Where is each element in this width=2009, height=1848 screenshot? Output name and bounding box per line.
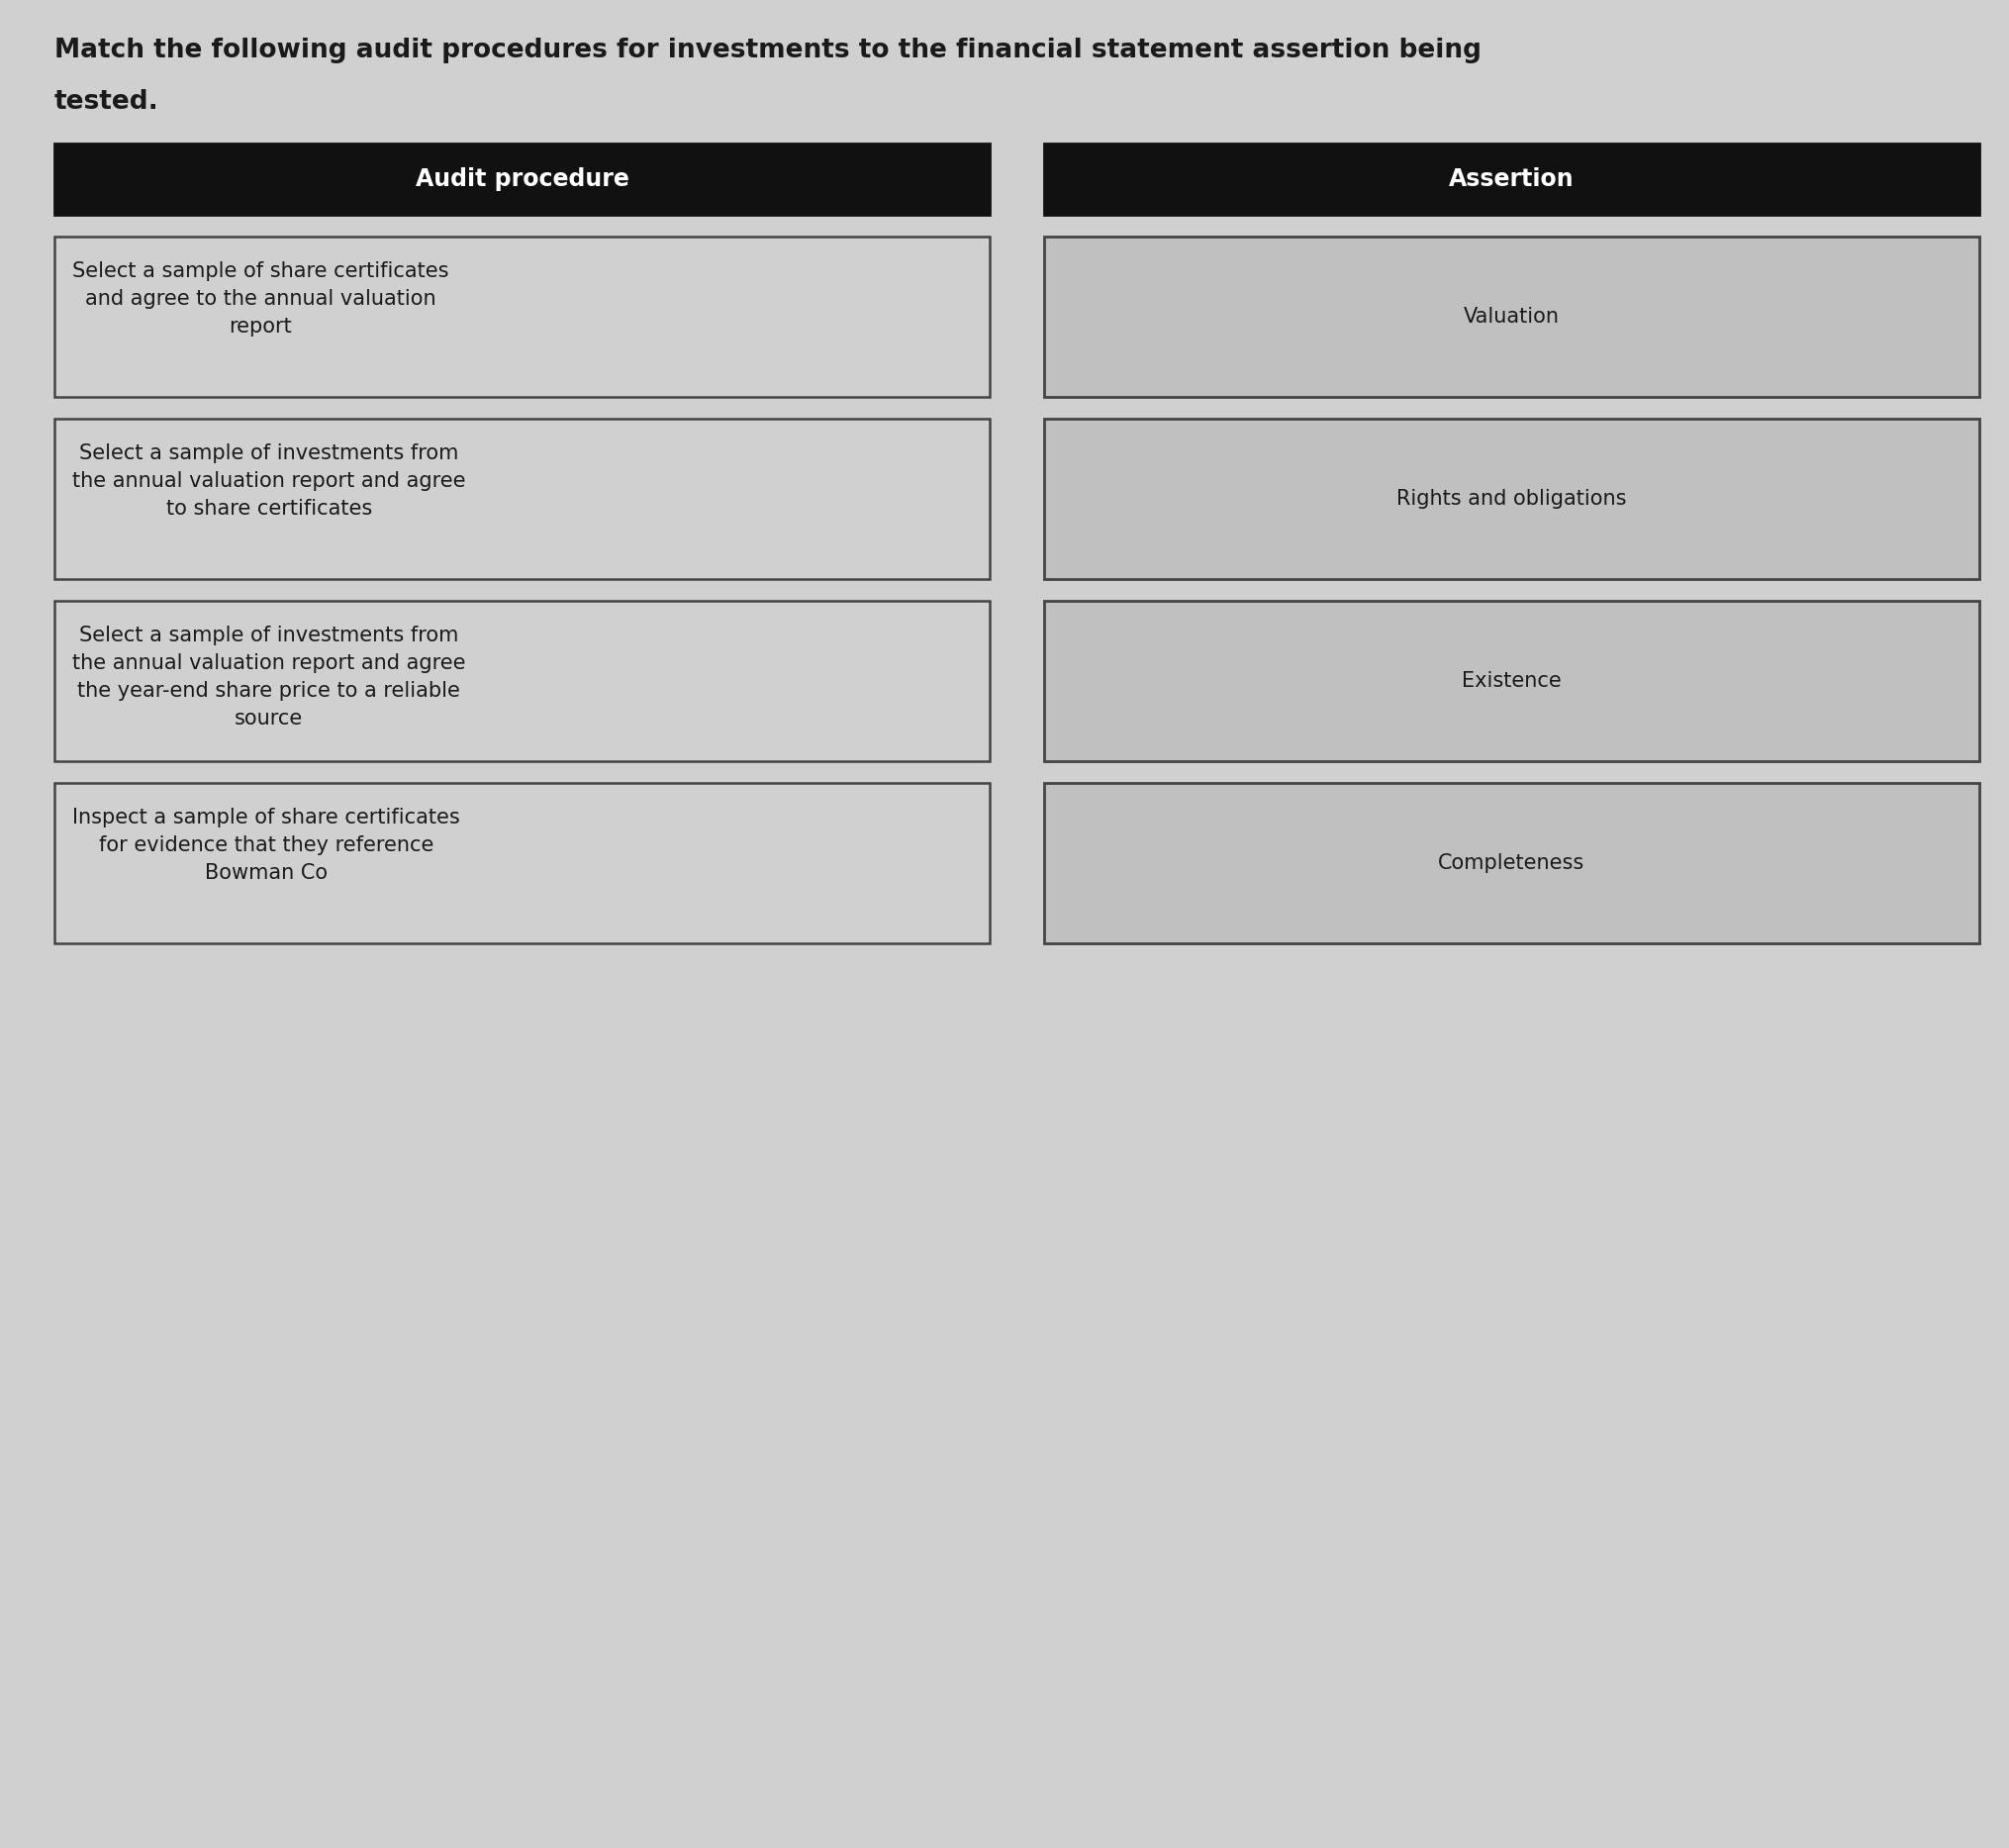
- FancyBboxPatch shape: [54, 144, 990, 214]
- Text: Rights and obligations: Rights and obligations: [1396, 490, 1627, 508]
- Text: tested.: tested.: [54, 89, 159, 115]
- Text: Audit procedure: Audit procedure: [416, 168, 629, 190]
- Text: Existence: Existence: [1463, 671, 1561, 691]
- Text: Select a sample of investments from
the annual valuation report and agree
to sha: Select a sample of investments from the …: [72, 444, 466, 519]
- Text: Inspect a sample of share certificates
for evidence that they reference
Bowman C: Inspect a sample of share certificates f…: [72, 808, 460, 883]
- FancyBboxPatch shape: [1045, 784, 1979, 942]
- FancyBboxPatch shape: [1045, 144, 1979, 214]
- FancyBboxPatch shape: [54, 784, 990, 942]
- Text: Match the following audit procedures for investments to the financial statement : Match the following audit procedures for…: [54, 37, 1481, 63]
- Text: Assertion: Assertion: [1448, 168, 1575, 190]
- FancyBboxPatch shape: [1045, 237, 1979, 397]
- FancyBboxPatch shape: [1045, 601, 1979, 761]
- Text: Valuation: Valuation: [1465, 307, 1559, 327]
- FancyBboxPatch shape: [54, 237, 990, 397]
- FancyBboxPatch shape: [54, 419, 990, 578]
- Text: Completeness: Completeness: [1438, 854, 1585, 872]
- FancyBboxPatch shape: [1045, 419, 1979, 578]
- FancyBboxPatch shape: [54, 601, 990, 761]
- Text: Select a sample of share certificates
and agree to the annual valuation
report: Select a sample of share certificates an…: [72, 261, 448, 336]
- Text: Select a sample of investments from
the annual valuation report and agree
the ye: Select a sample of investments from the …: [72, 626, 466, 728]
